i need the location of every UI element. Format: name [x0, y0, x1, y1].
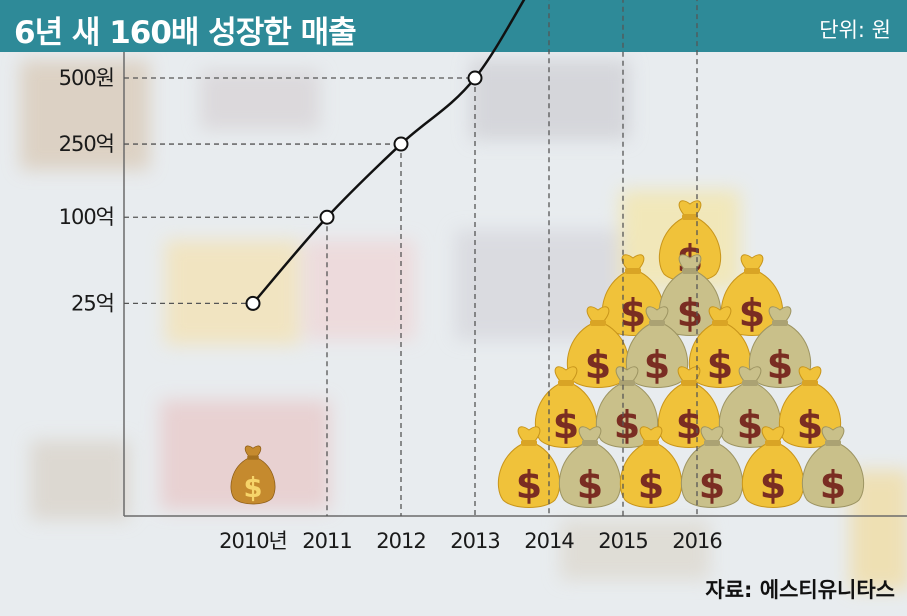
title-bar: 6년 새 160배 성장한 매출 단위: 원 — [0, 0, 907, 52]
data-point-2011 — [319, 209, 335, 225]
y-tick-label: 25억 — [71, 291, 114, 315]
x-tick-label: 2014 — [524, 529, 574, 553]
data-point-2010년 — [245, 295, 261, 311]
money-bag-icon: $ — [230, 445, 276, 505]
data-point-2012 — [393, 136, 409, 152]
y-tick-labels: 25억100억250억500원1400억2800억4000억 — [59, 66, 115, 315]
x-tick-label: 2011 — [302, 529, 351, 553]
x-tick-label: 2016 — [672, 529, 722, 553]
data-point-2013 — [467, 70, 483, 86]
chart-title: 6년 새 160배 성장한 매출 — [14, 15, 357, 51]
x-tick-labels: 2010년 2011 2012 2013 2014 2015 2016 — [219, 529, 723, 553]
unit-label: 단위: 원 — [819, 18, 891, 42]
y-tick-label: 100억 — [59, 205, 114, 229]
svg-text:$: $ — [243, 473, 262, 504]
x-tick-label: 2015 — [598, 529, 647, 553]
source-credit: 자료: 에스티유니타스 — [705, 578, 895, 602]
x-tick-label: 2013 — [450, 529, 499, 553]
x-tick-label: 2012 — [376, 529, 425, 553]
x-tick-label: 2010년 — [219, 529, 287, 553]
dashed-guides — [124, 0, 698, 516]
data-points — [245, 70, 483, 311]
y-tick-label: 250억 — [59, 132, 114, 156]
y-tick-label: 500원 — [59, 66, 114, 90]
money-bag-pile-icon — [497, 200, 865, 508]
